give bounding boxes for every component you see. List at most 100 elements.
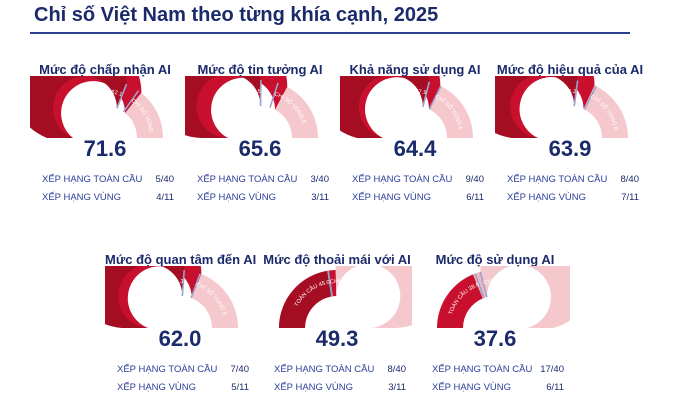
regional-rank-label: XẾP HẠNG VÙNG xyxy=(352,192,432,203)
regional-rank-value: 6/11 xyxy=(466,192,484,203)
gauge-value-arc xyxy=(185,76,288,138)
global-rank-value: 17/40 xyxy=(540,364,564,375)
gauge-value-arc xyxy=(437,274,483,328)
regional-index-marker xyxy=(428,85,442,110)
gauge-global-arc xyxy=(279,270,332,328)
regional-rank-value: 4/11 xyxy=(156,192,174,203)
regional-rank-value: 3/11 xyxy=(388,382,406,393)
global-index-marker xyxy=(181,270,185,297)
gauge-remainder-arc xyxy=(335,266,412,328)
gauge-value: 71.6 xyxy=(83,136,127,161)
regional-rank-row: XẾP HẠNG VÙNG 5/11 xyxy=(117,382,249,396)
page-title: Chỉ số Việt Nam theo từng khía cạnh, 202… xyxy=(34,4,439,26)
gauge-card: Mức độ thoải mái với AICHỈ SỐ TOÀN CẦU 4… xyxy=(262,252,432,412)
gauge-remainder-arc xyxy=(584,86,628,138)
gauge-value: 37.6 xyxy=(473,326,517,351)
global-rank-row: XẾP HẠNG TOÀN CẦU 5/40 xyxy=(42,174,174,188)
gauge-value: 64.4 xyxy=(393,136,437,161)
regional-rank-value: 3/11 xyxy=(311,192,329,203)
regional-rank-row: XẾP HẠNG VÙNG 7/11 xyxy=(507,192,639,206)
regional-rank-value: 6/11 xyxy=(546,382,564,393)
gauge-card: Mức độ sử dụng AICHỈ SỐ TOÀN CẦU 38.8CHỈ… xyxy=(420,252,590,412)
gauge-remainder-arc xyxy=(429,86,473,138)
gauge-title: Mức độ tin tưởng AI xyxy=(197,62,323,77)
global-index-marker xyxy=(422,81,431,108)
gauge-global-arc xyxy=(30,76,127,138)
gauge-value: 49.3 xyxy=(315,326,359,351)
regional-rank-label: XẾP HẠNG VÙNG xyxy=(274,382,354,393)
gauge-title: Khả năng sử dụng AI xyxy=(349,62,481,77)
gauge-remainder-arc xyxy=(480,266,570,328)
gauge-global-arc xyxy=(495,76,578,138)
global-index-marker xyxy=(474,273,485,299)
regional-index-marker xyxy=(479,271,488,298)
global-rank-label: XẾP HẠNG TOÀN CẦU xyxy=(507,174,608,185)
global-index-marker xyxy=(573,80,579,107)
global-rank-label: XẾP HẠNG TOÀN CẦU xyxy=(352,174,453,185)
regional-rank-row: XẾP HẠNG VÙNG 6/11 xyxy=(352,192,484,206)
regional-rank-row: XẾP HẠNG VÙNG 4/11 xyxy=(42,192,174,206)
gauge-card: Mức độ tin tưởng AICHỈ SỐ TOÀN CẦU 50.5C… xyxy=(185,62,355,222)
regional-rank-label: XẾP HẠNG VÙNG xyxy=(507,192,587,203)
global-rank-row: XẾP HẠNG TOÀN CẦU 3/40 xyxy=(197,174,329,188)
regional-rank-value: 7/11 xyxy=(621,192,639,203)
global-rank-value: 3/40 xyxy=(310,174,330,185)
global-rank-row: XẾP HẠNG TOÀN CẦU 17/40 xyxy=(432,364,564,378)
regional-index-marker xyxy=(190,273,201,299)
gauge-title: Mức độ sử dụng AI xyxy=(435,252,555,267)
regional-rank-label: XẾP HẠNG VÙNG xyxy=(42,192,122,203)
gauge-card: Mức độ chấp nhận AICHỈ SỐ TOÀN CẦU 62.1C… xyxy=(30,62,200,222)
regional-rank-label: XẾP HẠNG VÙNG xyxy=(197,192,277,203)
global-rank-value: 9/40 xyxy=(465,174,485,185)
regional-rank-value: 5/11 xyxy=(231,382,249,393)
gauge-global-arc xyxy=(340,76,430,138)
gauge-card: Mức độ hiệu quả của AICHỈ SỐ TOÀN CẦU 54… xyxy=(495,62,665,222)
gauge-value: 63.9 xyxy=(548,136,592,161)
global-rank-label: XẾP HẠNG TOÀN CẦU xyxy=(432,364,533,375)
global-rank-label: XẾP HẠNG TOÀN CẦU xyxy=(117,364,218,375)
regional-index-marker xyxy=(583,85,597,110)
regional-rank-row: XẾP HẠNG VÙNG 6/11 xyxy=(432,382,564,396)
regional-rank-label: XẾP HẠNG VÙNG xyxy=(432,382,512,393)
regional-index-marker xyxy=(269,82,279,108)
gauge-title: Mức độ thoải mái với AI xyxy=(263,252,411,267)
global-rank-row: XẾP HẠNG TOÀN CẦU 8/40 xyxy=(507,174,639,188)
global-rank-value: 7/40 xyxy=(230,364,250,375)
gauge-title: Mức độ hiệu quả của AI xyxy=(496,62,644,77)
gauge-card: Khả năng sử dụng AICHỈ SỐ TOÀN CẦU 57.9C… xyxy=(340,62,510,222)
gauge-value-arc xyxy=(340,76,441,138)
gauge-value: 65.6 xyxy=(238,136,282,161)
gauge-title: Mức độ chấp nhận AI xyxy=(39,62,171,77)
global-rank-row: XẾP HẠNG TOÀN CẦU 7/40 xyxy=(117,364,249,378)
global-rank-value: 5/40 xyxy=(155,174,175,185)
global-rank-label: XẾP HẠNG TOÀN CẦU xyxy=(42,174,143,185)
gauge-remainder-arc xyxy=(125,92,163,138)
global-rank-row: XẾP HẠNG TOÀN CẦU 9/40 xyxy=(352,174,484,188)
gauge-card: Mức độ quan tâm đến AICHỈ SỐ TOÀN CẦU 52… xyxy=(105,252,275,412)
gauge-value-arc xyxy=(105,266,202,328)
gauge-global-arc xyxy=(105,266,185,328)
gauge-value-arc xyxy=(495,76,595,138)
gauge-remainder-arc xyxy=(191,274,238,328)
title-rule xyxy=(30,32,630,34)
gauge-global-arc xyxy=(185,76,261,138)
global-index-marker xyxy=(116,83,128,109)
gauge-value-arc xyxy=(30,76,142,138)
global-rank-value: 8/40 xyxy=(387,364,407,375)
gauge-remainder-arc xyxy=(275,86,318,138)
global-rank-label: XẾP HẠNG TOÀN CẦU xyxy=(197,174,298,185)
regional-index-marker xyxy=(327,270,333,297)
global-rank-row: XẾP HẠNG TOÀN CẦU 8/40 xyxy=(274,364,406,378)
global-rank-value: 8/40 xyxy=(620,174,640,185)
global-rank-label: XẾP HẠNG TOÀN CẦU xyxy=(274,364,375,375)
gauge-title: Mức độ quan tâm đến AI xyxy=(105,252,257,267)
regional-index-marker xyxy=(122,90,140,113)
gauge-value: 62.0 xyxy=(158,326,202,351)
